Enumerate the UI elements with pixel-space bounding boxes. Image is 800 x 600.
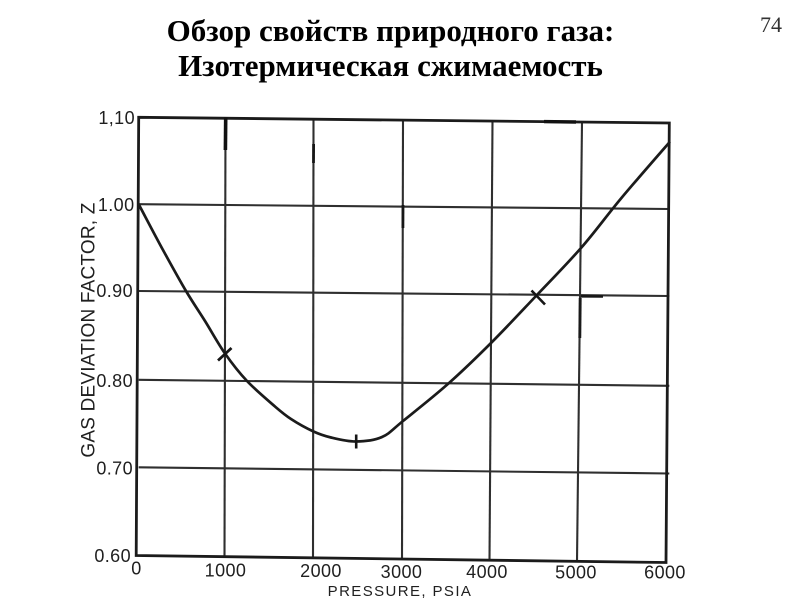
svg-text:0: 0 [131, 559, 141, 579]
svg-text:1000: 1000 [205, 561, 247, 581]
svg-text:PRESSURE, PSIA: PRESSURE, PSIA [328, 583, 473, 600]
svg-text:2000: 2000 [300, 561, 342, 581]
svg-text:1,10: 1,10 [98, 108, 135, 128]
svg-text:0.80: 0.80 [96, 371, 133, 391]
svg-text:5000: 5000 [555, 563, 597, 583]
svg-text:0.90: 0.90 [96, 281, 133, 301]
svg-text:0.70: 0.70 [96, 459, 133, 479]
svg-text:1.00: 1.00 [98, 195, 135, 215]
svg-text:3000: 3000 [381, 562, 423, 582]
svg-text:6000: 6000 [644, 563, 686, 583]
svg-text:4000: 4000 [466, 562, 508, 582]
svg-text:GAS DEVIATION FACTOR, Z: GAS DEVIATION FACTOR, Z [79, 202, 100, 457]
svg-text:0.60: 0.60 [94, 546, 131, 566]
